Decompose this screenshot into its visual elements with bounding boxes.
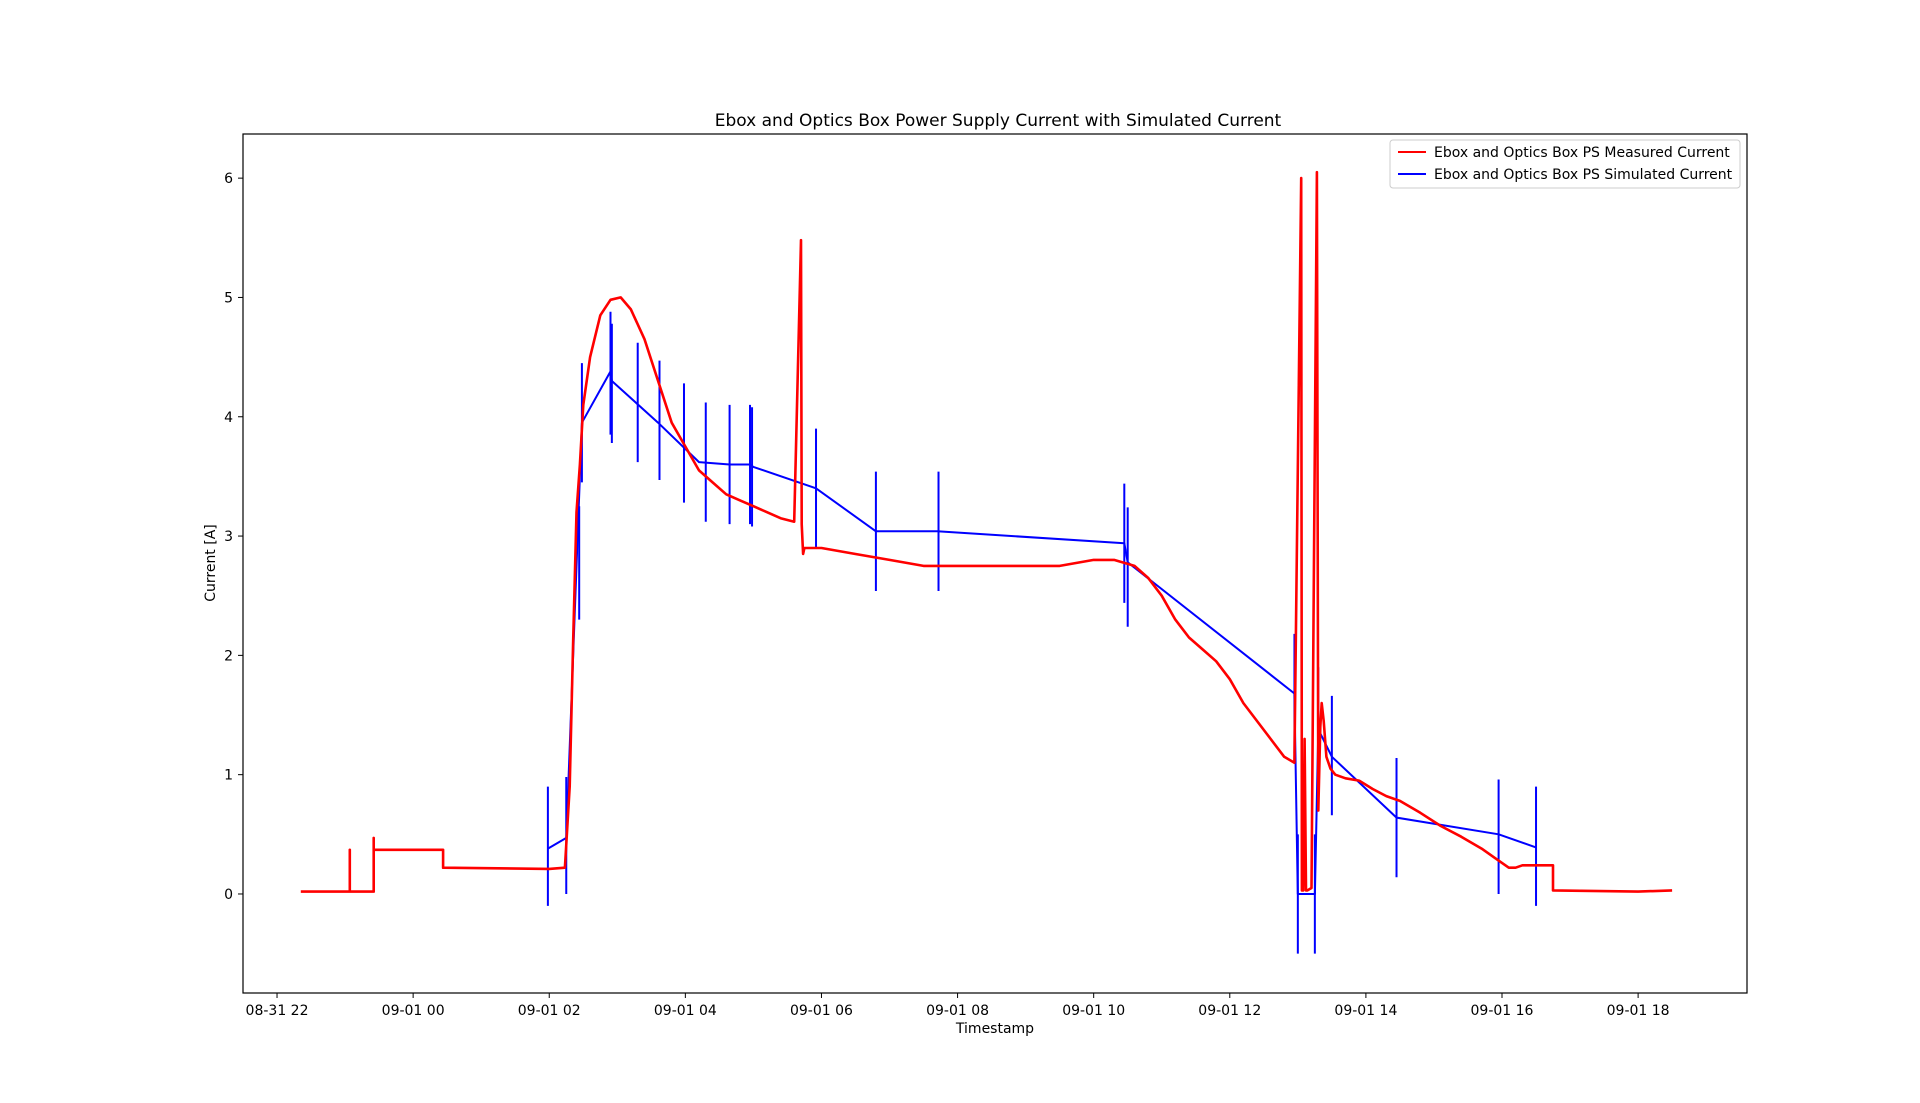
y-tick-label: 4 xyxy=(224,410,233,426)
y-axis: 0 1 2 3 4 5 6 xyxy=(224,171,243,903)
x-tick-label: 08-31 22 xyxy=(246,1003,309,1019)
legend-label-simulated: Ebox and Optics Box PS Simulated Current xyxy=(1434,167,1733,183)
legend: Ebox and Optics Box PS Measured Current … xyxy=(1389,139,1741,189)
x-tick-label: 09-01 18 xyxy=(1607,1003,1670,1019)
x-tick-label: 09-01 16 xyxy=(1471,1003,1534,1019)
y-tick-label: 3 xyxy=(224,529,233,545)
plot-area-frame xyxy=(242,133,1748,994)
x-tick-label: 09-01 14 xyxy=(1334,1003,1397,1019)
x-tick-label: 09-01 10 xyxy=(1062,1003,1125,1019)
x-axis: 08-31 22 09-01 00 09-01 02 09-01 04 09-01 06… xyxy=(246,993,1670,1019)
x-tick-label: 09-01 02 xyxy=(518,1003,581,1019)
legend-label-measured: Ebox and Optics Box PS Measured Current xyxy=(1434,145,1730,161)
x-tick-label: 09-01 08 xyxy=(926,1003,989,1019)
x-tick-label: 09-01 12 xyxy=(1198,1003,1261,1019)
x-axis-label: Timestamp xyxy=(955,1021,1034,1037)
y-tick-label: 6 xyxy=(224,171,233,187)
chart-title: Ebox and Optics Box Power Supply Current… xyxy=(715,111,1282,131)
y-tick-label: 2 xyxy=(224,648,233,664)
y-axis-label: Current [A] xyxy=(203,524,219,602)
y-tick-label: 5 xyxy=(224,290,233,306)
measured-current-series xyxy=(300,170,1673,893)
y-tick-label: 1 xyxy=(224,768,233,784)
x-tick-label: 09-01 06 xyxy=(790,1003,853,1019)
measured-current-line xyxy=(300,170,1673,893)
x-tick-label: 09-01 04 xyxy=(654,1003,717,1019)
legend-box xyxy=(1389,139,1741,189)
y-tick-label: 0 xyxy=(224,887,233,903)
x-tick-label: 09-01 00 xyxy=(382,1003,445,1019)
